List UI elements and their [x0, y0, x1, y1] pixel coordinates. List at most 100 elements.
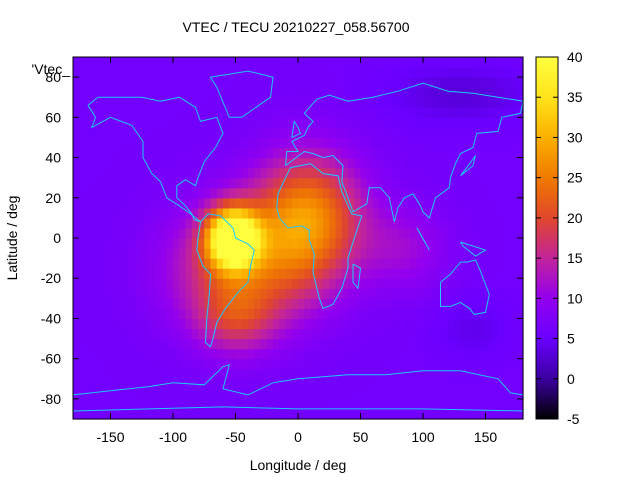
heat-cell [135, 338, 143, 350]
heat-cell [273, 167, 280, 179]
heat-cell [416, 288, 424, 299]
heat-cell [404, 398, 412, 410]
heat-cell [235, 197, 243, 209]
heat-cell [198, 268, 205, 279]
heat-cell [110, 57, 118, 68]
heat-cell [316, 97, 324, 108]
heat-cell [254, 298, 262, 309]
heat-cell [91, 338, 99, 350]
heat-cell [448, 248, 455, 259]
heat-cell [416, 77, 424, 88]
heat-cell [310, 147, 318, 159]
heat-cell [404, 67, 412, 78]
heat-cell [498, 238, 505, 249]
heat-cell [366, 408, 374, 420]
heat-cell [510, 358, 518, 370]
heat-cell [204, 97, 212, 108]
heat-cell [473, 197, 480, 209]
heat-cell [460, 258, 468, 269]
heat-cell [504, 328, 512, 340]
heat-cell [116, 147, 124, 159]
heat-cell [173, 358, 180, 370]
heat-cell [279, 207, 287, 219]
heat-cell [435, 87, 443, 98]
heat-cell [304, 408, 312, 420]
heat-cell [423, 67, 430, 78]
heat-cell [129, 238, 137, 249]
heat-cell [423, 248, 430, 259]
heat-cell [479, 378, 487, 390]
heat-cell [279, 157, 287, 169]
heat-cell [266, 67, 274, 78]
heat-cell [229, 147, 237, 159]
heat-cell [360, 268, 368, 279]
heat-cell [123, 398, 130, 410]
heat-cell [416, 177, 424, 189]
heat-cell [266, 258, 274, 269]
heat-cell [135, 348, 143, 360]
heat-cell [298, 147, 305, 159]
heat-cell [391, 348, 399, 360]
heat-cell [329, 348, 337, 360]
heat-cell [104, 207, 112, 219]
heat-cell [385, 378, 393, 390]
heat-cell [479, 298, 487, 309]
heat-cell [316, 227, 324, 239]
heat-cell [185, 187, 193, 199]
heat-cell [498, 97, 505, 108]
heat-cell [441, 227, 449, 239]
heat-cell [479, 137, 487, 149]
heat-cell [173, 258, 180, 269]
heat-cell [379, 338, 387, 350]
heat-cell [260, 378, 268, 390]
heat-cell [348, 278, 355, 289]
heat-cell [191, 318, 199, 330]
heat-cell [323, 77, 330, 88]
heat-cell [448, 398, 455, 410]
heat-cell [123, 338, 130, 350]
heat-cell [260, 107, 268, 118]
heat-cell [423, 328, 430, 340]
heat-cell [423, 268, 430, 279]
heat-cell [110, 127, 118, 139]
heat-cell [185, 197, 193, 209]
heat-cell [98, 308, 105, 320]
heat-cell [279, 57, 287, 68]
heat-cell [323, 97, 330, 108]
heat-cell [123, 248, 130, 259]
heat-cell [254, 338, 262, 350]
heat-cell [166, 77, 174, 88]
heat-cell [479, 278, 487, 289]
heat-cell [354, 258, 362, 269]
heat-cell [354, 358, 362, 370]
heat-cell [391, 398, 399, 410]
heat-cell [416, 97, 424, 108]
heat-cell [360, 248, 368, 259]
heat-cell [329, 217, 337, 229]
heat-cell [304, 177, 312, 189]
heat-cell [73, 278, 80, 289]
heat-cell [198, 338, 205, 350]
heat-cell [404, 157, 412, 169]
heat-cell [473, 227, 480, 239]
heat-cell [285, 248, 293, 259]
heat-cell [310, 358, 318, 370]
heat-cell [148, 117, 155, 128]
heat-cell [335, 197, 343, 209]
heat-cell [366, 248, 374, 259]
heat-cell [223, 378, 230, 390]
heat-cell [154, 87, 162, 98]
heat-cell [341, 227, 349, 239]
heat-cell [298, 318, 305, 330]
heat-cell [298, 97, 305, 108]
heat-cell [123, 147, 130, 159]
heat-cell [398, 238, 405, 249]
heat-cell [429, 348, 437, 360]
heat-cell [273, 378, 280, 390]
heat-cell [123, 328, 130, 340]
heat-cell [516, 248, 524, 259]
heat-cell [510, 398, 518, 410]
heat-cell [473, 167, 480, 179]
heat-cell [191, 107, 199, 118]
heat-cell [423, 308, 430, 320]
